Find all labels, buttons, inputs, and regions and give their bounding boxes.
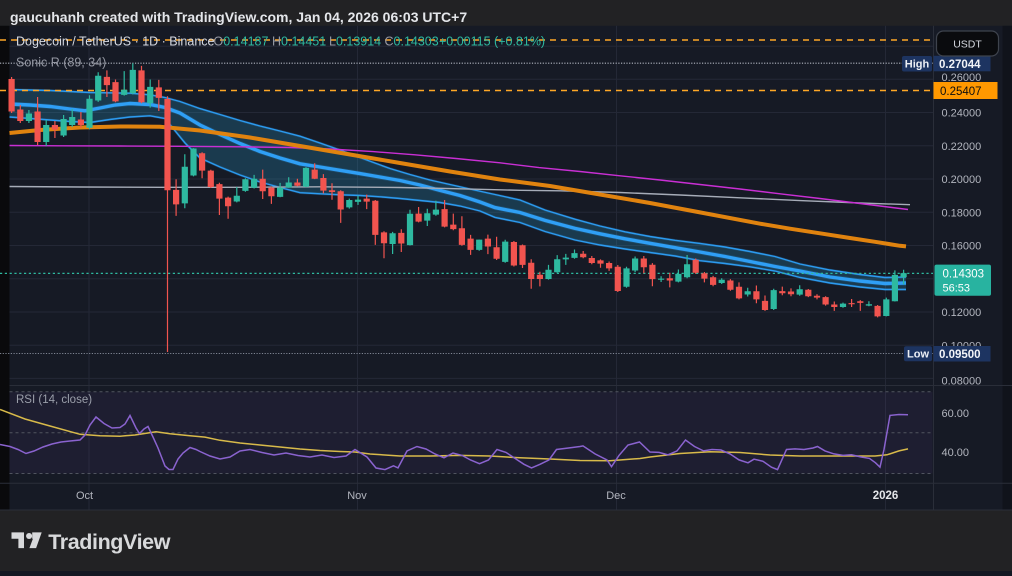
svg-text:0.09500: 0.09500 <box>939 349 981 361</box>
svg-text:2026: 2026 <box>873 490 899 502</box>
svg-text:gaucuhanh created with Trading: gaucuhanh created with TradingView.com, … <box>10 9 467 25</box>
svg-text:0.12000: 0.12000 <box>942 307 982 319</box>
svg-text:0.25407: 0.25407 <box>940 86 982 98</box>
svg-text:Dogecoin / TetherUS · 1D · Bin: Dogecoin / TetherUS · 1D · BinanceO0.141… <box>16 35 545 49</box>
svg-text:Oct: Oct <box>76 490 93 502</box>
svg-text:Nov: Nov <box>347 490 367 502</box>
svg-text:60.00: 60.00 <box>942 408 970 420</box>
svg-text:0.20000: 0.20000 <box>942 174 982 186</box>
svg-text:0.08000: 0.08000 <box>942 376 982 388</box>
svg-text:0.22000: 0.22000 <box>942 141 982 153</box>
svg-text:0.27044: 0.27044 <box>939 59 981 71</box>
svg-text:Sonic R (89, 34): Sonic R (89, 34) <box>16 56 106 70</box>
svg-text:Dec: Dec <box>606 490 626 502</box>
svg-text:0.24000: 0.24000 <box>942 108 982 120</box>
svg-text:0.16000: 0.16000 <box>942 241 982 253</box>
svg-text:56:53: 56:53 <box>943 283 971 295</box>
svg-text:0.14303: 0.14303 <box>943 269 985 281</box>
svg-text:0.18000: 0.18000 <box>942 208 982 220</box>
svg-text:40.00: 40.00 <box>942 447 970 459</box>
svg-text:High: High <box>905 59 930 71</box>
svg-text:RSI (14, close): RSI (14, close) <box>16 394 92 406</box>
svg-text:USDT: USDT <box>953 39 982 51</box>
svg-text:TradingView: TradingView <box>48 530 171 554</box>
svg-text:Low: Low <box>907 349 929 361</box>
